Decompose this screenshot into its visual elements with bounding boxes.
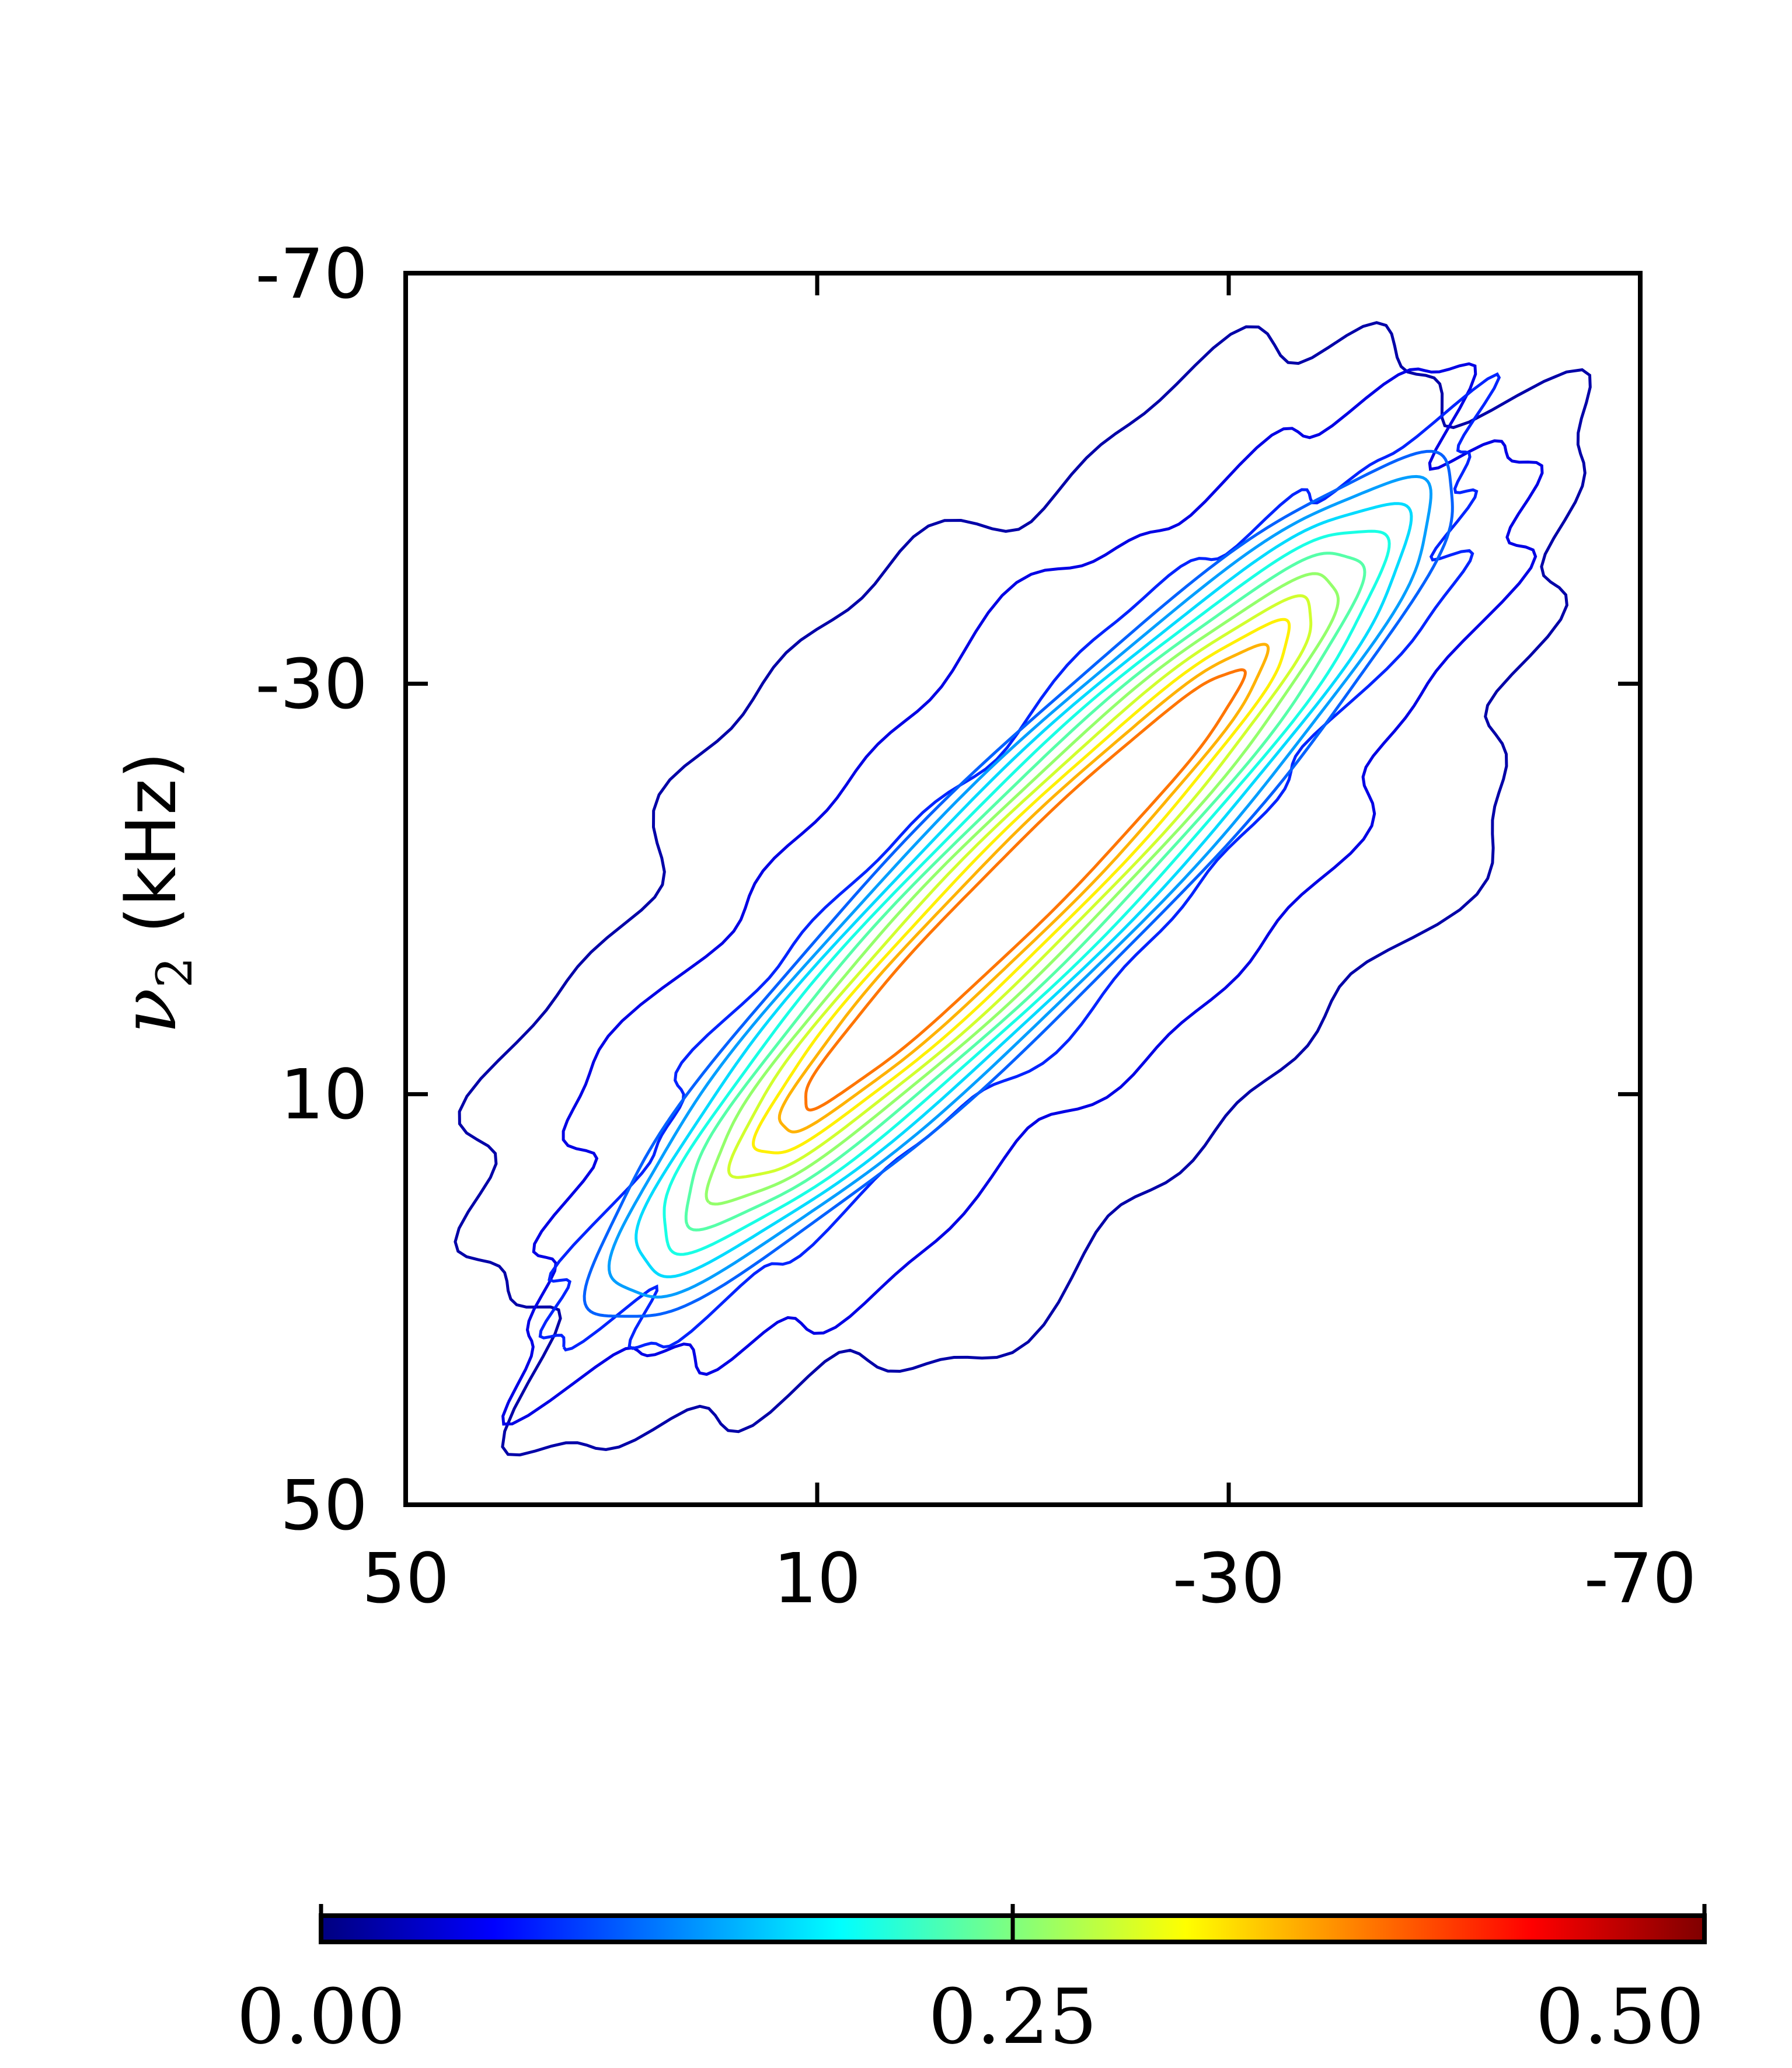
contour-line	[804, 668, 1247, 1112]
y-axis-tick-labels: -70 -30 10 50	[255, 233, 368, 1546]
x-tick-label: -30	[1173, 1538, 1285, 1619]
y-axis-label: ν2 (kHz)	[104, 752, 203, 1034]
contour-line	[778, 643, 1270, 1134]
x-tick-label: 10	[773, 1538, 861, 1619]
axis-ticks	[403, 271, 1643, 1507]
y-tick-label: 10	[280, 1054, 368, 1135]
contour-line	[538, 372, 1501, 1352]
contour-line	[663, 529, 1391, 1256]
colorbar-tick-label: 0.50	[1536, 1972, 1704, 2061]
contour-lines	[454, 321, 1592, 1457]
y-axis-label-unit: (kHz)	[111, 752, 191, 933]
contour-line	[634, 502, 1413, 1279]
contour-line	[705, 572, 1340, 1206]
colorbar-tick-label: 0.25	[928, 1972, 1097, 2061]
colorbar-tick-label: 0.00	[236, 1972, 405, 2061]
contour-line	[727, 594, 1313, 1179]
y-tick-label: 50	[280, 1465, 368, 1546]
x-axis-tick-labels: 50 10 -30 -70	[362, 1538, 1696, 1619]
y-axis-label-symbol: ν	[104, 988, 193, 1034]
plot-frame	[403, 271, 1643, 1507]
contour-line	[583, 449, 1454, 1318]
colorbar: 0.00 0.25 0.50	[236, 1904, 1707, 2061]
svg-text:ν2(kHz): ν2 (kHz)	[104, 752, 203, 1034]
contour-line	[751, 618, 1291, 1155]
y-tick-label: -70	[255, 233, 368, 314]
contour-line	[454, 321, 1592, 1457]
x-tick-label: 50	[362, 1538, 449, 1619]
contour-line	[684, 552, 1366, 1232]
contour-line	[501, 362, 1544, 1426]
x-tick-label: -70	[1584, 1538, 1697, 1619]
contour-line	[607, 475, 1433, 1299]
y-axis-label-subscript: 2	[146, 957, 203, 988]
y-tick-label: -30	[255, 644, 368, 724]
